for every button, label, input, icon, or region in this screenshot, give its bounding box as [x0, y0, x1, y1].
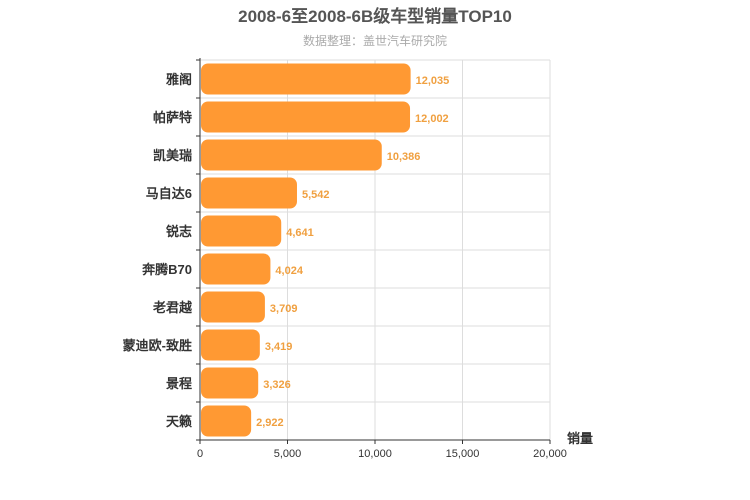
x-tick-label: 0 [197, 448, 203, 460]
x-tick-label: 5,000 [274, 448, 302, 460]
x-axis-title: 销量 [567, 431, 593, 446]
bar [201, 253, 271, 285]
data-label: 12,035 [416, 75, 450, 87]
category-label: 锐志 [166, 224, 192, 239]
data-label: 4,024 [275, 265, 303, 277]
data-label: 3,326 [263, 379, 291, 391]
chart-title: 2008-6至2008-6B级车型销量TOP10 [238, 6, 512, 26]
category-label: 马自达6 [146, 186, 192, 201]
data-label: 4,641 [286, 227, 314, 239]
bar [201, 63, 411, 95]
data-label: 12,002 [415, 113, 449, 125]
bar [201, 329, 260, 361]
data-label: 5,542 [302, 189, 330, 201]
category-label: 景程 [166, 376, 192, 391]
category-label: 雅阁 [166, 72, 192, 87]
category-label: 蒙迪欧-致胜 [123, 338, 192, 353]
data-label: 2,922 [256, 417, 284, 429]
data-label: 3,709 [270, 303, 298, 315]
bar [201, 291, 265, 323]
x-tick-label: 15,000 [446, 448, 480, 460]
category-label: 老君越 [152, 300, 193, 315]
x-tick-label: 10,000 [358, 448, 392, 460]
category-label: 帕萨特 [153, 110, 192, 125]
bars: 雅阁 12,035 帕萨特 12,002 凯美瑞 10,386 马自达6 5,542 锐志 4,6… [123, 63, 450, 437]
bar [201, 139, 382, 171]
axes: 0 5,000 10,000 15,000 20,000 [196, 58, 567, 460]
category-label: 奔腾B70 [141, 262, 192, 277]
bar [201, 367, 259, 399]
x-tick-label: 20,000 [533, 448, 567, 460]
bar [201, 215, 282, 247]
bar [201, 101, 411, 133]
category-label: 天籁 [166, 414, 192, 429]
bar [201, 177, 297, 209]
data-label: 3,419 [265, 341, 293, 353]
category-label: 凯美瑞 [153, 148, 192, 163]
bar [201, 405, 252, 437]
data-label: 10,386 [387, 151, 421, 163]
chart-subtitle: 数据整理：盖世汽车研究院 [303, 33, 447, 48]
